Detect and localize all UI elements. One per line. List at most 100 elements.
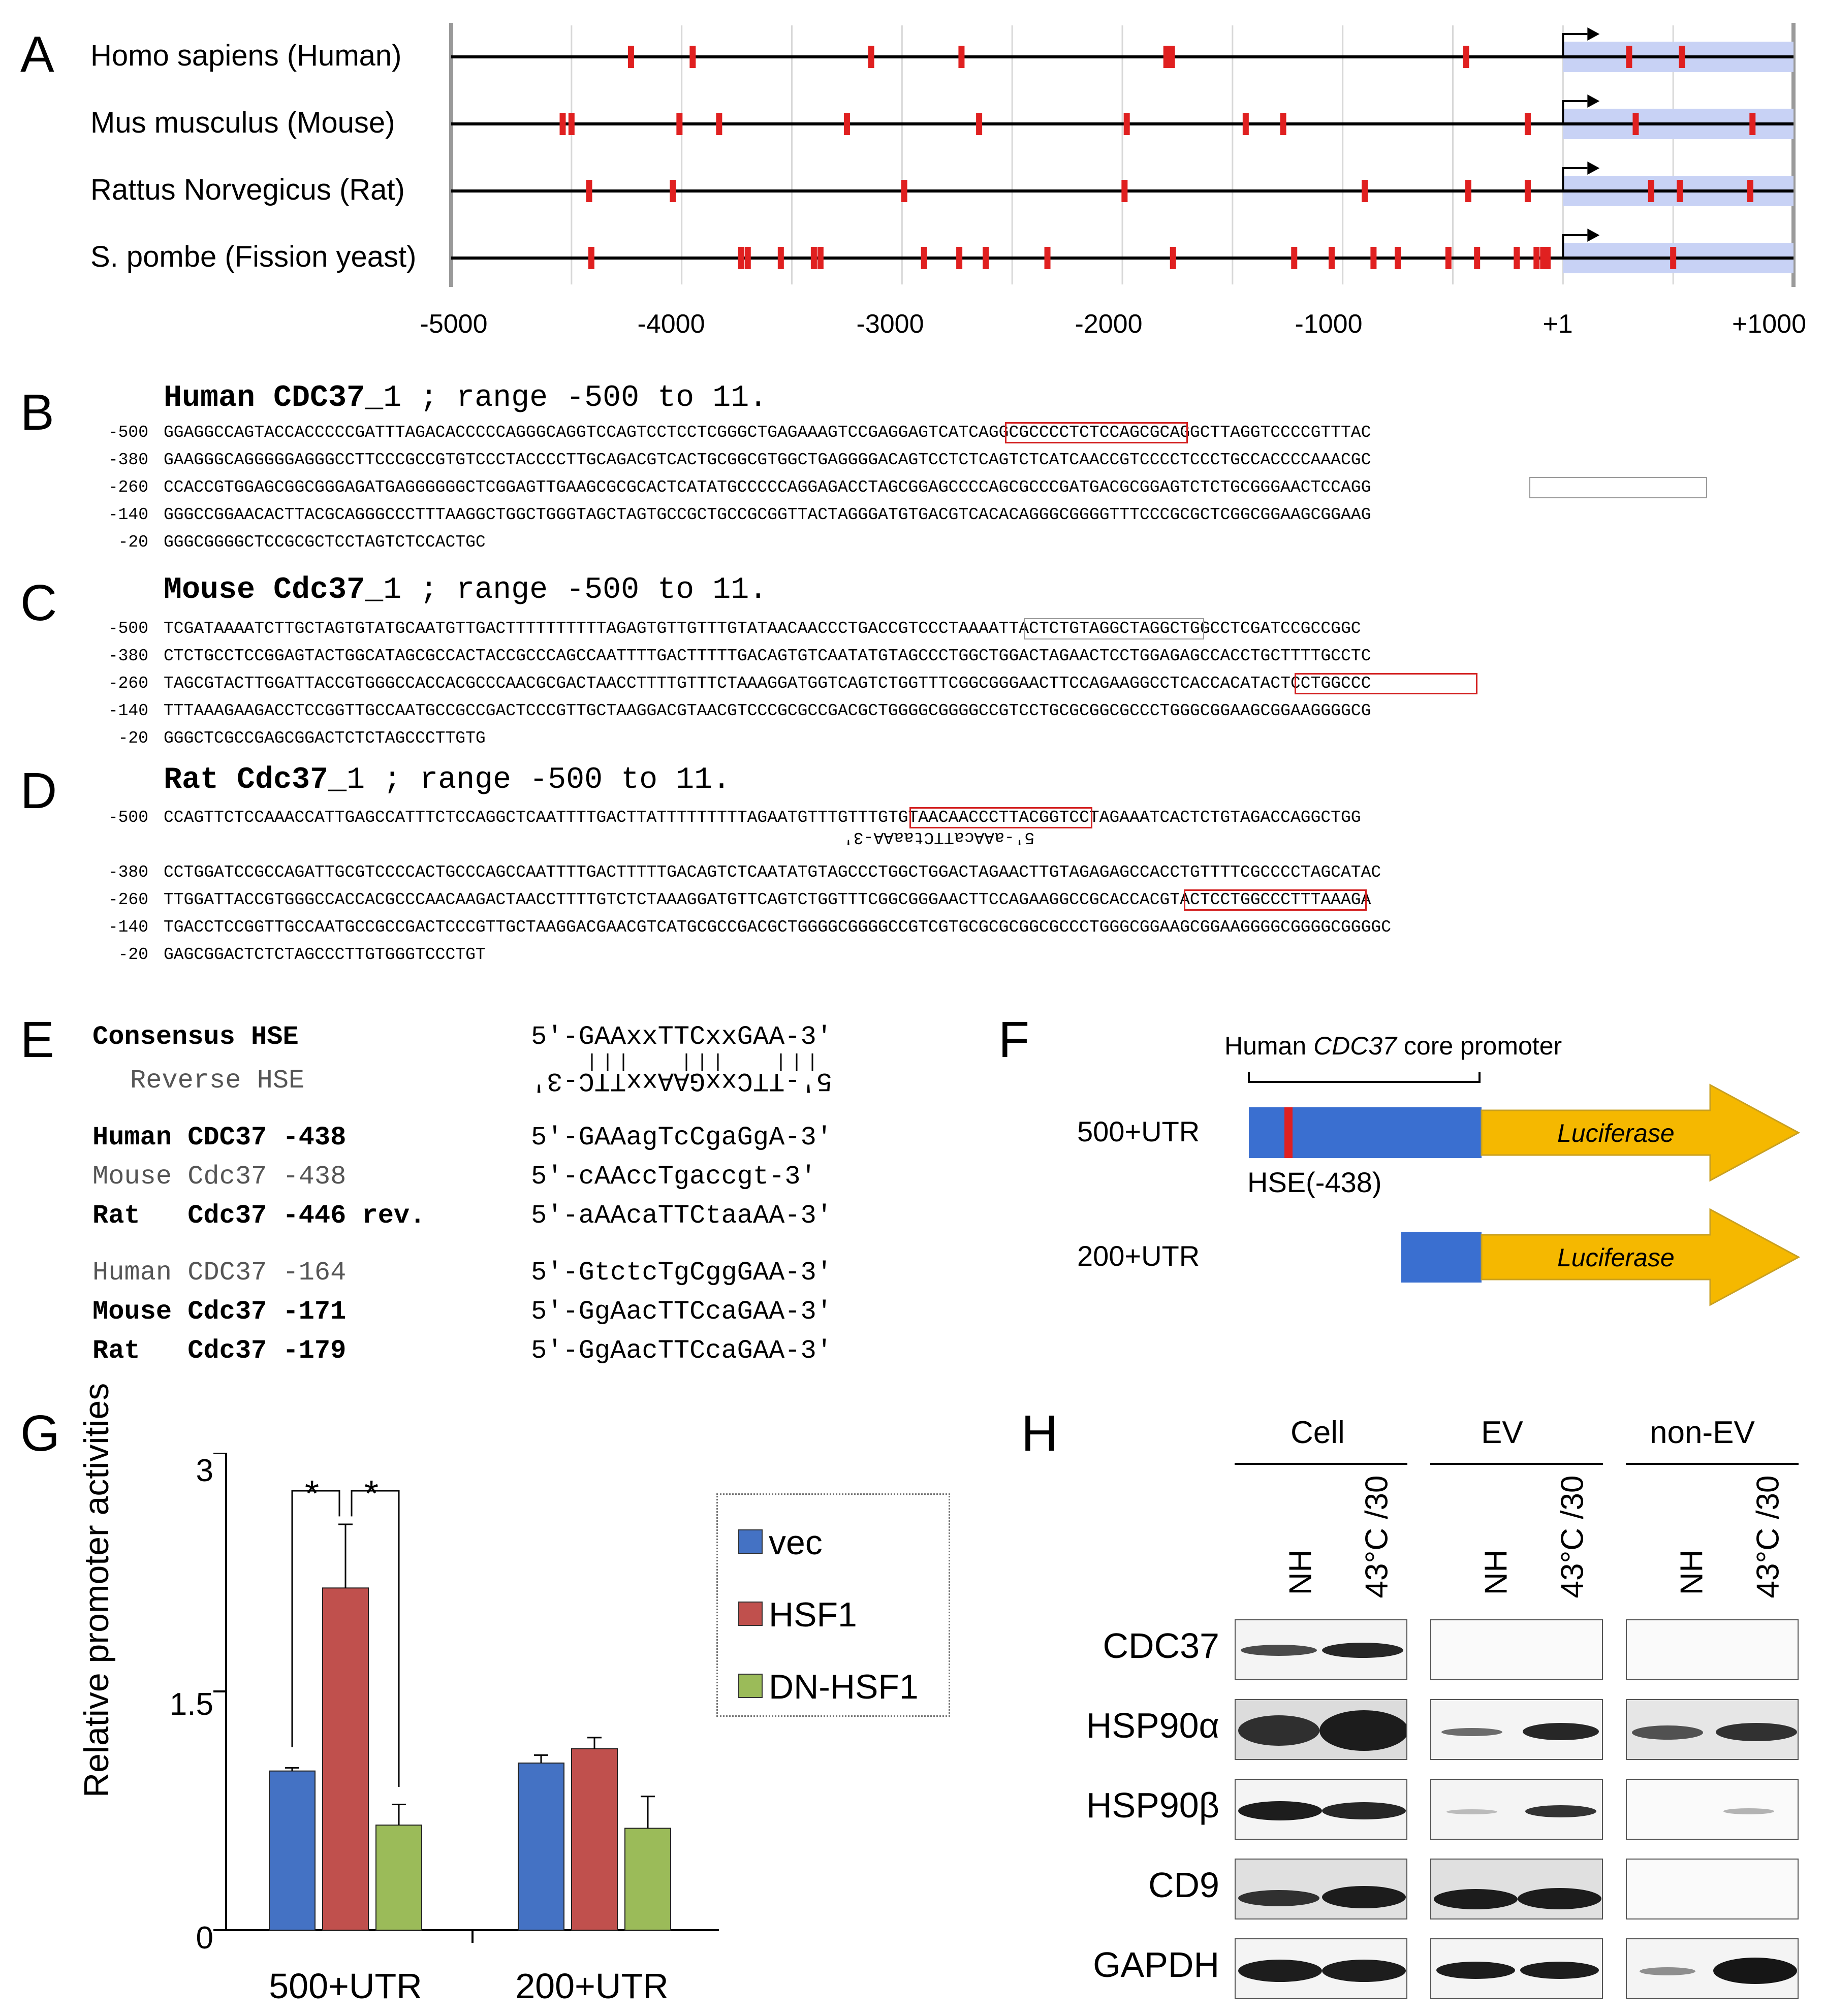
sequence-row: -500 CCAGTTCTCCAAACCATTGAGCCATTTCTCCAGGCT… <box>108 808 1361 827</box>
hse-marker <box>676 113 683 135</box>
band <box>1723 1808 1774 1814</box>
sequence-row: -500 GGAGGCCAGTACCACCCCCGATTTAGACACCCCCAG… <box>108 423 1371 442</box>
hse-marker <box>588 247 594 269</box>
band <box>1319 1710 1406 1751</box>
hse-marker <box>1533 247 1540 269</box>
core-promoter-bracket <box>1248 1072 1481 1083</box>
band <box>1632 1725 1703 1740</box>
blot-hsp90a-cell <box>1235 1699 1407 1760</box>
legend-label-dn-hsf1: DN-HSF1 <box>769 1668 919 1706</box>
tss-arrow <box>1562 234 1588 258</box>
hse-marker <box>1163 46 1170 68</box>
x-category-200-utr: 200+UTR <box>515 1966 669 2006</box>
sequence-row: -20 GAGCGGACTCTCTAGCCCTTGTGGGTCCCTGT <box>118 945 486 964</box>
hse-marker <box>1170 247 1176 269</box>
panel-label-h: H <box>1021 1405 1058 1462</box>
hse-box-human-438 <box>1005 422 1188 443</box>
y-axis-label: Relative promoter activities <box>77 1383 116 1798</box>
tss-arrowhead <box>1587 229 1600 242</box>
hse-label-human-438: Human CDC37 -438 <box>92 1123 347 1153</box>
hse-marker <box>1445 247 1452 269</box>
hse-box-mouse-171 <box>1295 673 1477 694</box>
blot-hsp90a-non-ev <box>1626 1699 1799 1760</box>
hse-box-rat-179 <box>1184 889 1367 911</box>
protein-label-hsp90a: HSP90α <box>1086 1706 1219 1745</box>
band <box>1441 1728 1502 1736</box>
promoter-block-500 <box>1249 1107 1482 1158</box>
legend-swatch-vec <box>738 1529 763 1554</box>
hse-marker <box>843 113 850 135</box>
legend-label-vec: vec <box>769 1523 823 1562</box>
band <box>1446 1809 1497 1814</box>
band <box>1238 1715 1319 1746</box>
bar-vec-1 <box>518 1763 564 1931</box>
significance-star-2: * <box>364 1474 379 1514</box>
hse-marker <box>1747 180 1753 202</box>
band <box>1238 1890 1319 1906</box>
hse-box-human-164 <box>1529 477 1707 498</box>
tss-arrow <box>1562 33 1588 57</box>
hse-marker <box>1370 247 1377 269</box>
luciferase-arrow-200 <box>1481 1208 1801 1306</box>
blot-hsp90b-ev <box>1430 1779 1603 1840</box>
blot-gapdh-cell <box>1235 1938 1407 1999</box>
sequence-row: -260 TAGCGTACTTGGATTACCGTGGGCCACCACGCCCAA… <box>108 674 1371 693</box>
blot-cdc37-cell <box>1235 1619 1407 1680</box>
hse-seq-human-164: 5'-GtctcTgCggGAA-3' <box>531 1258 832 1288</box>
tss-arrowhead <box>1587 94 1600 108</box>
luciferase-arrow-500 <box>1481 1083 1801 1182</box>
pairing-lines <box>591 1053 813 1071</box>
hse-marker <box>1524 113 1531 135</box>
hse-marker <box>1121 180 1128 202</box>
hse-marker <box>921 247 927 269</box>
group-label-cell: Cell <box>1291 1415 1345 1450</box>
hse-marker <box>976 113 983 135</box>
condition-heat-cell: 43°C /30 <box>1359 1475 1395 1598</box>
blot-hsp90a-ev <box>1430 1699 1603 1760</box>
band <box>1518 1888 1601 1909</box>
hse-marker <box>1632 113 1639 135</box>
sequence-row: -140 TGACCTCCGGTTGCCAATGCCGCCGACTCCCGTTGC… <box>108 918 1391 937</box>
hse-seq-mouse-171: 5'-GgAacTTCcaGAA-3' <box>531 1297 832 1327</box>
core-promoter-label: Human CDC37 core promoter <box>1224 1032 1562 1060</box>
hse-label-mouse-438: Mouse Cdc37 -438 <box>92 1162 347 1192</box>
band <box>1241 1645 1317 1656</box>
sequence-title-mouse: Mouse Cdc37_1 ; range -500 to 11. <box>164 573 768 607</box>
group-label-ev: EV <box>1481 1415 1523 1450</box>
hse-marker <box>716 113 722 135</box>
luciferase-label-500: Luciferase <box>1557 1119 1675 1147</box>
hse-marker <box>1328 247 1335 269</box>
group-line-ev <box>1430 1463 1603 1465</box>
blot-hsp90b-non-ev <box>1626 1779 1799 1840</box>
species-label-human: Homo sapiens (Human) <box>90 39 402 72</box>
hse-marker <box>1670 247 1677 269</box>
band <box>1523 1723 1599 1740</box>
band <box>1322 1960 1406 1982</box>
tss-arrow <box>1562 100 1588 124</box>
significance-bracket-1 <box>291 1490 340 1747</box>
blot-gapdh-non-ev <box>1626 1938 1799 1999</box>
hse-marker <box>1123 113 1130 135</box>
hse-marker <box>1474 247 1481 269</box>
band <box>1434 1889 1518 1909</box>
panel-label-c: C <box>20 574 57 631</box>
sequence-row: -500 TCGATAAAATCTTGCTAGTGTATGCAATGTTGACTT… <box>108 619 1361 638</box>
sequence-title-rat: Rat Cdc37_1 ; range -500 to 11. <box>164 763 731 797</box>
hse-marker <box>1284 1107 1293 1158</box>
axis-tick-plus-1: +1 <box>1543 309 1573 339</box>
axis-tick-minus-4000: -4000 <box>637 309 705 339</box>
hse-marker <box>958 46 965 68</box>
consensus-hse-seq: 5'-GAAxxTTCxxGAA-3' <box>531 1022 832 1052</box>
hse-marker <box>1362 180 1368 202</box>
hse-marker <box>777 247 784 269</box>
hse-markers <box>559 46 1756 269</box>
y-tick-0: 0 <box>196 1921 213 1956</box>
hse-marker <box>1626 46 1632 68</box>
hse-seq-mouse-438: 5'-cAAccTgaccgt-3' <box>531 1162 816 1192</box>
blot-cd9-cell <box>1235 1859 1407 1919</box>
band <box>1238 1960 1322 1982</box>
panel-label-f: F <box>998 1011 1030 1068</box>
luciferase-label-200: Luciferase <box>1557 1243 1675 1272</box>
blot-hsp90b-cell <box>1235 1779 1407 1840</box>
axis-tick-minus-5000: -5000 <box>420 309 488 339</box>
